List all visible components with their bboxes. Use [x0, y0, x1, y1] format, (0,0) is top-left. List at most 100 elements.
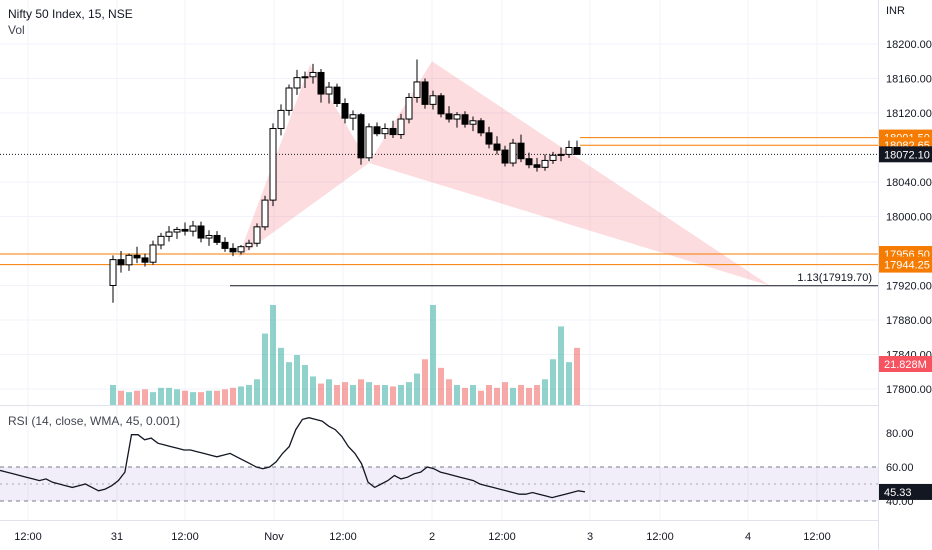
price-tick-label: 17800.00: [886, 384, 932, 396]
candle-body: [261, 199, 269, 228]
price-tick-label: 18000.00: [886, 212, 932, 224]
volume-bar: [326, 379, 332, 405]
volume-bar: [230, 387, 236, 405]
last-price-tag-text: 18072.10: [884, 149, 930, 161]
price-line-tag-bg: [879, 256, 932, 273]
volume-bar: [430, 305, 436, 405]
volume-bar: [390, 386, 396, 405]
volume-bar: [262, 333, 268, 405]
candle-body: [125, 254, 133, 266]
rsi-tick-label: 60.00: [886, 462, 914, 474]
candle-body: [141, 257, 149, 263]
candle-body: [525, 158, 533, 166]
time-tick-label: 3: [587, 531, 593, 543]
volume-bar: [310, 376, 316, 405]
candle-body: [461, 114, 469, 125]
candle-body: [565, 147, 573, 155]
volume-bar: [478, 390, 484, 405]
pattern-xab: [238, 64, 369, 258]
candle-body: [301, 76, 309, 79]
time-tick-label: 12:00: [14, 531, 42, 543]
candle-body: [381, 128, 389, 135]
volume-bar: [118, 390, 124, 405]
time-tick-label: 31: [111, 531, 123, 543]
volume-bar: [358, 379, 364, 405]
volume-bar: [294, 355, 300, 405]
volume-bar: [526, 387, 532, 405]
candle-body: [509, 142, 517, 164]
candle-body: [429, 95, 437, 105]
volume-bar: [382, 385, 388, 405]
volume-bar: [502, 382, 508, 405]
volume-bar: [558, 326, 564, 405]
volume-bar: [174, 389, 180, 405]
axis-labels: INR 18200.00 18160.00 18120.00 18040.00 18000…: [14, 5, 932, 543]
candle-body: [165, 231, 173, 237]
volume-bar: [574, 347, 580, 405]
time-tick-label: 12:00: [803, 531, 831, 543]
volume-bar: [302, 365, 308, 405]
candle-body: [309, 71, 317, 78]
volume-bar: [222, 389, 228, 405]
candle-body: [109, 259, 117, 286]
candle-body: [445, 113, 453, 120]
pattern-bcd: [369, 61, 770, 286]
volume-bar: [182, 390, 188, 405]
time-tick-label: 12:00: [171, 531, 199, 543]
volume-bar: [150, 392, 156, 405]
candle-body: [181, 228, 189, 232]
candle-body: [413, 81, 421, 98]
candle-body: [373, 126, 381, 135]
price-tick-label: 18040.00: [886, 177, 932, 189]
price-tick-label: 18200.00: [886, 39, 932, 51]
candle-body: [341, 103, 349, 119]
candle-body: [285, 87, 293, 111]
volume-tag: 21.828M: [879, 356, 932, 372]
volume-bar: [438, 367, 444, 405]
candle-body: [229, 247, 237, 253]
candle-body: [357, 114, 365, 159]
candle-body: [389, 128, 397, 136]
volume-bar: [318, 383, 324, 405]
volume-bar: [566, 362, 572, 405]
volume-bar: [190, 392, 196, 405]
last-price-tag: 18072.10: [879, 146, 932, 163]
candle-body: [453, 114, 461, 120]
volume-tag-bg: [879, 356, 932, 372]
candle-body: [133, 254, 141, 259]
rsi-pane: [0, 417, 878, 502]
time-tick-label: Nov: [264, 531, 284, 543]
volume-bar: [206, 390, 212, 405]
chart-title: Nifty 50 Index, 15, NSE: [8, 7, 133, 21]
candle-body: [421, 81, 429, 105]
candle-body: [349, 114, 357, 119]
volume-bar: [446, 379, 452, 405]
volume-bar: [238, 386, 244, 405]
candle-body: [213, 234, 221, 243]
volume-bar: [454, 385, 460, 405]
candle-body: [437, 95, 445, 115]
candle-body: [333, 86, 341, 105]
price-tick-label: 18160.00: [886, 74, 932, 86]
volume-bar: [158, 387, 164, 405]
volume-bar: [246, 385, 252, 405]
volume-tag-text: 21.828M: [884, 359, 927, 371]
volume-bar: [374, 385, 380, 405]
candle-body: [277, 109, 285, 130]
rsi-value-tag-text: 45.33: [884, 487, 912, 499]
candle-body: [189, 225, 197, 232]
price-tick-label: 17920.00: [886, 281, 932, 293]
volume-bar: [278, 347, 284, 405]
rsi-value-tag: 45.33: [879, 483, 932, 500]
volume-bar: [534, 385, 540, 405]
candle-body: [405, 96, 413, 120]
candle-body: [325, 86, 333, 95]
volume-bar: [518, 385, 524, 405]
harmonic-pattern: [238, 61, 770, 286]
price-line-tag: 17944.25: [879, 256, 932, 273]
candle-body: [517, 142, 525, 160]
time-tick-label: 12:00: [488, 531, 516, 543]
volume-bar: [198, 392, 204, 405]
currency-label: INR: [886, 5, 905, 17]
